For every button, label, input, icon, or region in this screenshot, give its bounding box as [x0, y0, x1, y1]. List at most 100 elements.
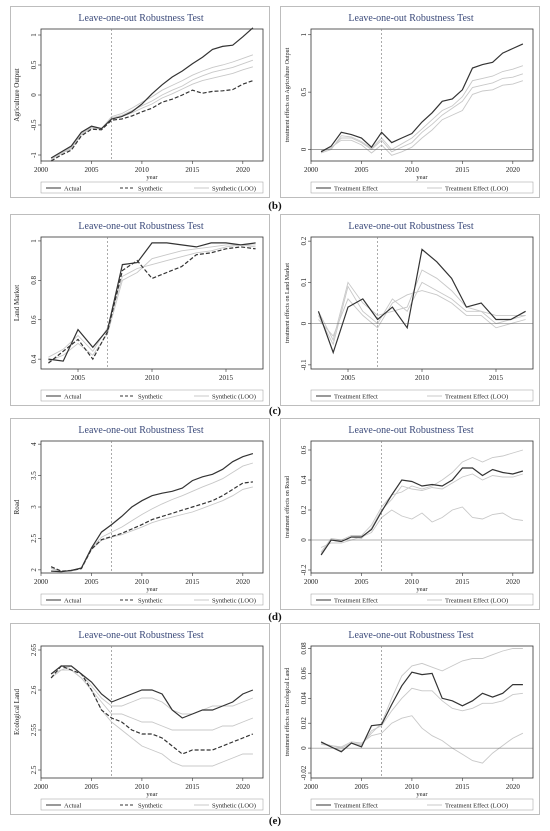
- chart-panel-e-right: Leave-one-out Robustness Test 2000 2005 201…: [280, 623, 540, 815]
- chart-c-left-xtick-label: 2015: [219, 374, 234, 382]
- chart-c-left-legend: [40, 389, 264, 402]
- chart-c-right-title: Leave-one-out Robustness Test: [348, 221, 473, 232]
- chart-b-right-xtick-label: 2020: [506, 166, 521, 174]
- chart-c-right-legend-label: Treatment Effect: [334, 394, 378, 401]
- chart-e-right-ytick-label: 0.02: [300, 717, 308, 730]
- chart-d-left-series-2: [50, 462, 254, 573]
- chart-c-right-ylabel: treatment effects on Land Market: [284, 263, 291, 344]
- chart-d-left-xtick-label: 2010: [135, 578, 150, 586]
- chart-e-left-ytick-label: 2.65: [30, 643, 38, 656]
- chart-b-right-xlabel: year: [416, 174, 428, 181]
- chart-e-right-ylabel: treatment effects on Ecological Land: [284, 668, 291, 757]
- chart-c-right-series-3: [317, 269, 526, 342]
- panel-label-e: (e): [268, 815, 282, 827]
- chart-d-right-xlabel: year: [416, 586, 428, 593]
- chart-b-right-xtick-label: 2000: [304, 166, 319, 174]
- chart-e-right-xtick-label: 2005: [354, 783, 369, 791]
- chart-d-right-svg: Leave-one-out Robustness Test 2000 2005 201…: [284, 425, 534, 606]
- chart-b-left-ytick-label: 0.5: [30, 60, 38, 69]
- chart-b-left-svg: Leave-one-out Robustness Test 2000 2005 201…: [13, 13, 264, 194]
- chart-b-left-ytick-label: 0: [30, 93, 38, 97]
- chart-b-right-ytick-label: 0.5: [300, 87, 308, 96]
- chart-e-left-svg: Leave-one-out Robustness Test 2000 2005 201…: [13, 630, 264, 811]
- chart-c-right-series-0: [317, 248, 526, 355]
- chart-d-left-series-0: [51, 453, 254, 573]
- chart-e-right-series-0: [320, 671, 523, 753]
- chart-c-right-ytick-label: -0.1: [300, 359, 308, 371]
- chart-b-left-xtick-label: 2010: [135, 166, 150, 174]
- chart-c-right-ytick-label: 0.1: [300, 278, 308, 287]
- chart-e-left-series-3: [50, 665, 254, 731]
- chart-b-right-xtick-label: 2005: [354, 166, 369, 174]
- chart-e-right-xtick-label: 2015: [455, 783, 470, 791]
- chart-c-left-legend-label: Synthetic (LOO): [212, 394, 256, 401]
- chart-e-left-title: Leave-one-out Robustness Test: [78, 630, 203, 641]
- chart-c-right-xtick-label: 2015: [489, 374, 504, 382]
- chart-d-right-ytick-label: 0.2: [300, 505, 308, 514]
- chart-d-right-xtick-label: 2010: [405, 578, 420, 586]
- chart-d-left-title: Leave-one-out Robustness Test: [78, 425, 203, 436]
- chart-b-left-ytick-label: 1: [30, 33, 38, 37]
- chart-e-left-series-0: [50, 665, 254, 719]
- chart-d-right-ytick-label: 0.4: [300, 475, 308, 484]
- chart-b-right-series-3: [320, 65, 524, 154]
- chart-b-left-xtick-label: 2020: [236, 166, 251, 174]
- chart-b-right-legend-label: Treatment Effect: [334, 186, 378, 193]
- chart-e-left-xlabel: year: [146, 791, 158, 798]
- chart-d-right-series-1: [320, 449, 524, 553]
- chart-e-left-legend-label: Synthetic: [138, 803, 163, 810]
- chart-b-right-series-1: [320, 73, 524, 153]
- chart-e-left-ytick-label: 2.6: [30, 685, 38, 694]
- chart-e-left-ylabel: Ecological Land: [13, 688, 21, 735]
- chart-d-left-series-1: [50, 481, 253, 572]
- chart-b-right-legend: [310, 181, 534, 194]
- chart-d-right-xtick-label: 2000: [304, 578, 319, 586]
- chart-e-left-xtick-label: 2005: [84, 783, 99, 791]
- panel-label-d: (d): [268, 611, 282, 623]
- chart-panel-d-left: Leave-one-out Robustness Test 2000 2005 201…: [10, 418, 270, 610]
- chart-e-left-series-2: [50, 665, 254, 715]
- chart-b-left-xlabel: year: [146, 174, 158, 181]
- panel-label-c: (c): [268, 405, 282, 417]
- chart-d-left-xtick-label: 2020: [236, 578, 251, 586]
- chart-e-right-ytick-label: 0.06: [300, 667, 308, 680]
- chart-c-right-legend: [310, 389, 534, 402]
- chart-panel-b-right: Leave-one-out Robustness Test 2000 2005 201…: [280, 6, 540, 198]
- chart-c-right-xtick-label: 2005: [341, 374, 356, 382]
- chart-e-left-xtick-label: 2010: [135, 783, 150, 791]
- chart-e-right-legend: [310, 798, 534, 811]
- chart-b-right-svg: Leave-one-out Robustness Test 2000 2005 201…: [284, 13, 534, 194]
- chart-d-left-legend-label: Actual: [64, 598, 82, 605]
- chart-b-left-series-0: [50, 27, 254, 159]
- chart-d-left-xtick-label: 2005: [84, 578, 99, 586]
- chart-e-left-series-4: [50, 669, 253, 767]
- chart-c-left-ytick-label: 1: [30, 239, 38, 243]
- chart-panel-d-right: Leave-one-out Robustness Test 2000 2005 201…: [280, 418, 540, 610]
- chart-c-left-legend-label: Actual: [64, 394, 82, 401]
- chart-d-right-xtick-label: 2005: [354, 578, 369, 586]
- chart-c-left-xtick-label: 2005: [71, 374, 86, 382]
- chart-d-left-ytick-label: 3: [30, 505, 38, 509]
- chart-c-left-ylabel: Land Market: [13, 285, 21, 321]
- chart-b-right-ytick-label: 1: [300, 32, 308, 36]
- chart-b-left-legend-label: Synthetic (LOO): [212, 186, 256, 193]
- chart-d-right-legend-label: Treatment Effect: [334, 598, 378, 605]
- chart-e-right-plot-frame: [310, 645, 534, 779]
- chart-e-right-ytick-label: 0.04: [300, 692, 308, 705]
- chart-e-left-xtick-label: 2015: [185, 783, 200, 791]
- chart-b-right-series-0: [320, 43, 524, 153]
- chart-b-right-series-2: [320, 80, 524, 156]
- chart-b-left-series-3: [50, 66, 254, 161]
- chart-b-left-series-1: [50, 80, 254, 162]
- chart-e-right-ytick-label: 0: [300, 746, 308, 750]
- chart-panel-c-right: Leave-one-out Robustness Test 2005 2010 201…: [280, 214, 540, 406]
- chart-d-left-ytick-label: 2: [30, 568, 38, 572]
- chart-b-left-legend: [40, 181, 264, 194]
- chart-c-left-svg: Leave-one-out Robustness Test 2005 2010 201…: [13, 221, 264, 402]
- chart-d-left-ylabel: Road: [13, 499, 21, 514]
- chart-d-left-ytick-label: 2.5: [30, 534, 38, 543]
- chart-e-left-legend-label: Synthetic (LOO): [212, 803, 256, 810]
- chart-d-left-svg: Leave-one-out Robustness Test 2000 2005 201…: [13, 425, 264, 606]
- chart-b-left-xtick-label: 2000: [34, 166, 49, 174]
- chart-c-left-series-2: [48, 244, 256, 358]
